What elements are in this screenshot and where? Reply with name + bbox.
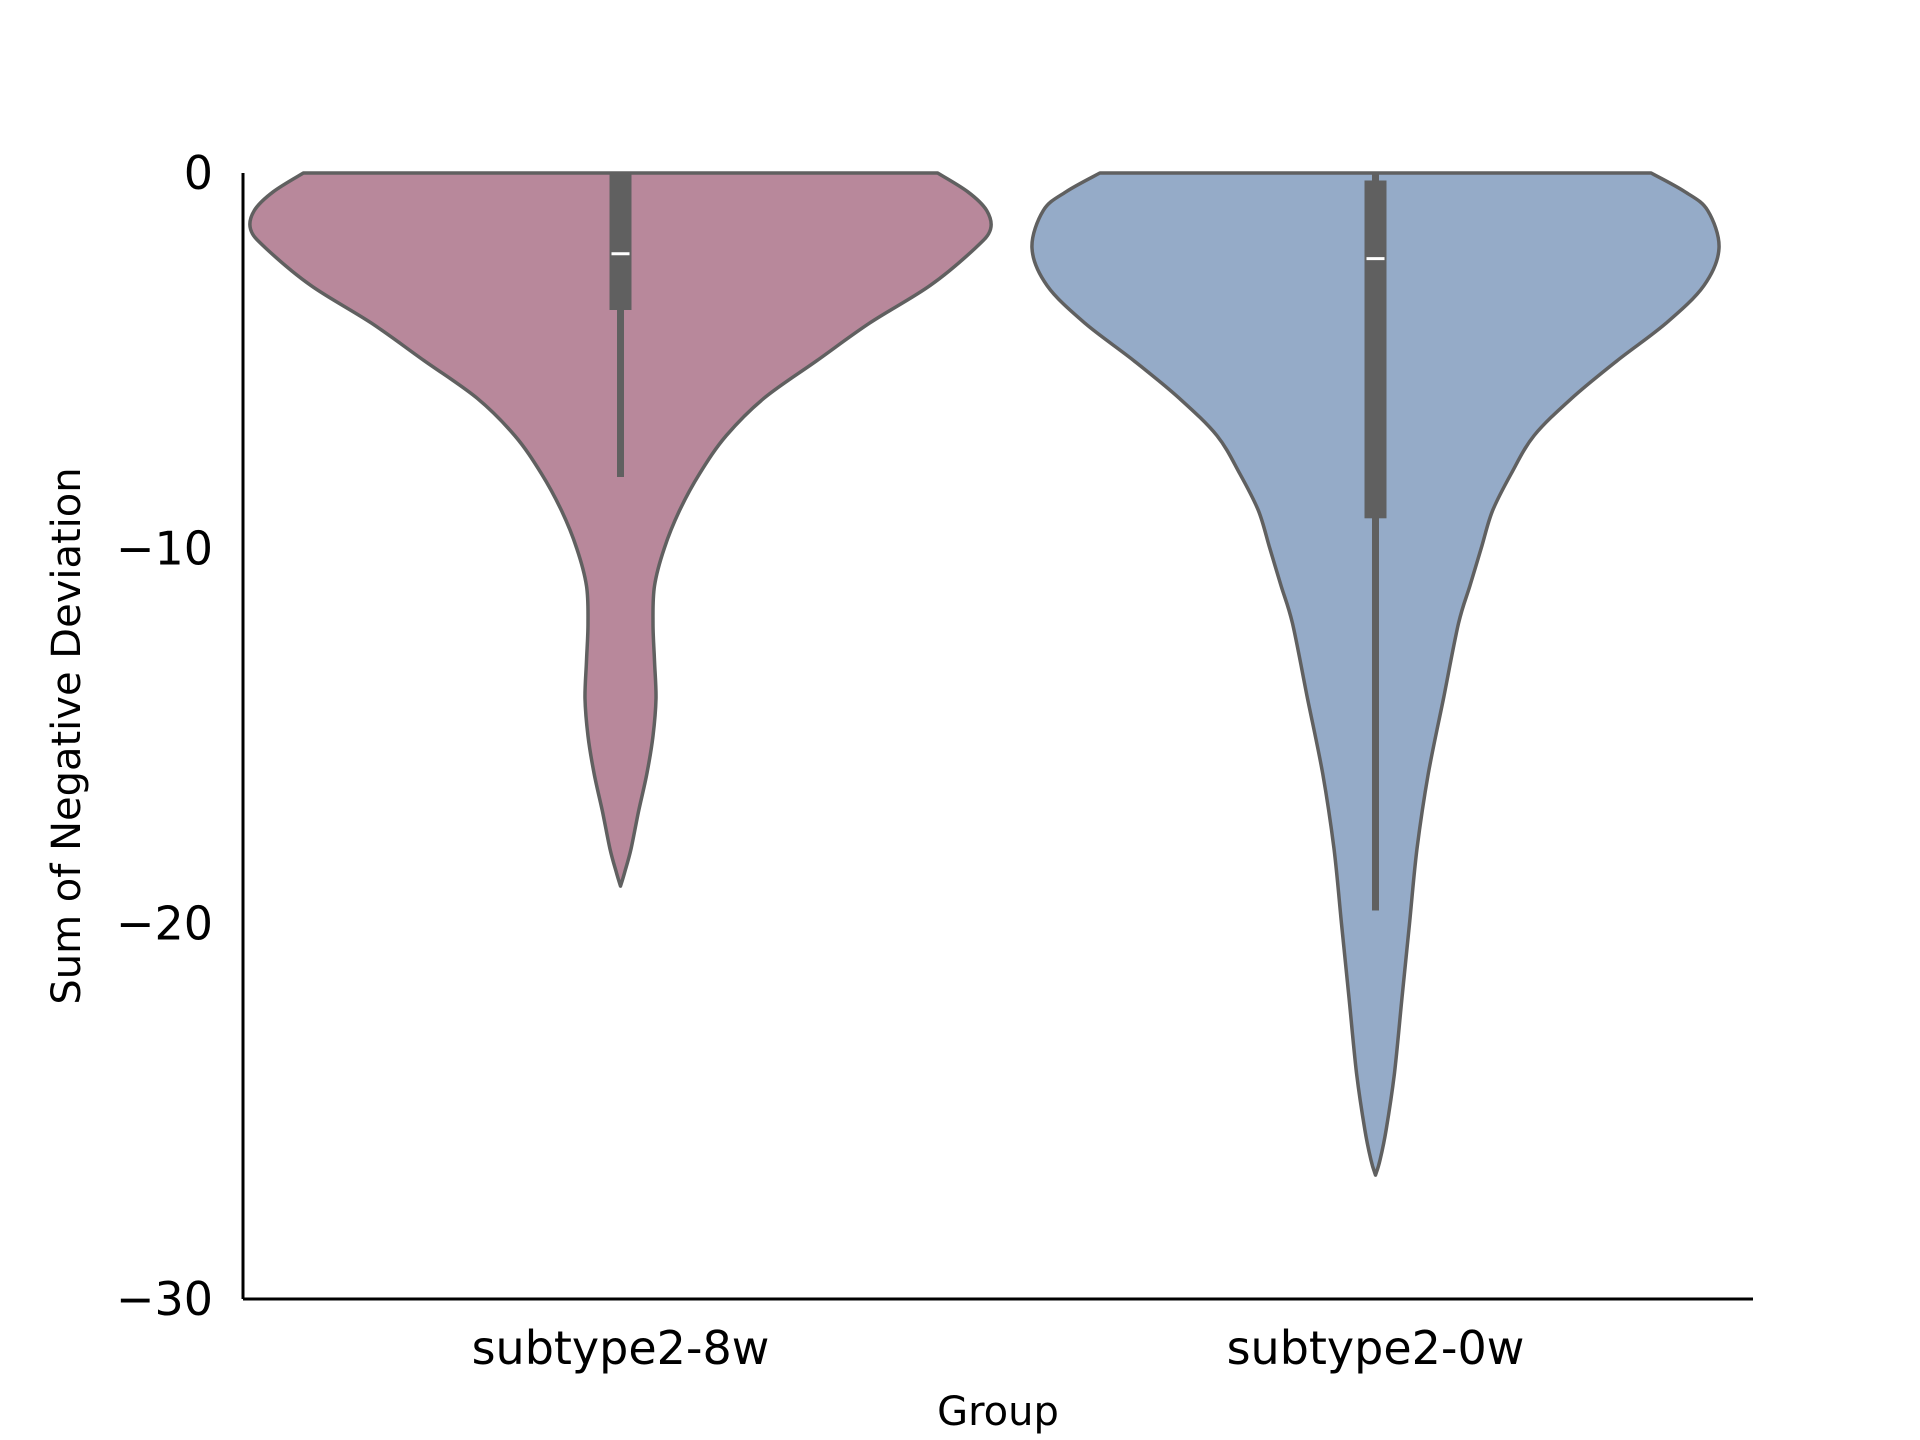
violins-layer xyxy=(248,171,1721,1177)
axes-layer xyxy=(241,173,1753,1301)
violin-subtype2-8w xyxy=(248,171,993,888)
y-axis-title: Sum of Negative Deviation xyxy=(44,467,90,1004)
x-ticks: subtype2-8w subtype2-0w xyxy=(472,1321,1525,1375)
y-tick-label: 0 xyxy=(184,146,213,200)
y-tick-label: −20 xyxy=(116,897,213,951)
x-tick-label: subtype2-8w xyxy=(472,1321,770,1375)
y-tick-label: −10 xyxy=(116,521,213,575)
y-ticks: 0 −10 −20 −30 xyxy=(116,146,213,1326)
x-tick-label: subtype2-0w xyxy=(1227,1321,1525,1375)
iqr-box-subtype2-0w xyxy=(1364,180,1387,519)
iqr-box-subtype2-8w xyxy=(609,173,632,310)
y-tick-label: −30 xyxy=(116,1272,213,1326)
x-axis-title: Group xyxy=(937,1389,1059,1435)
